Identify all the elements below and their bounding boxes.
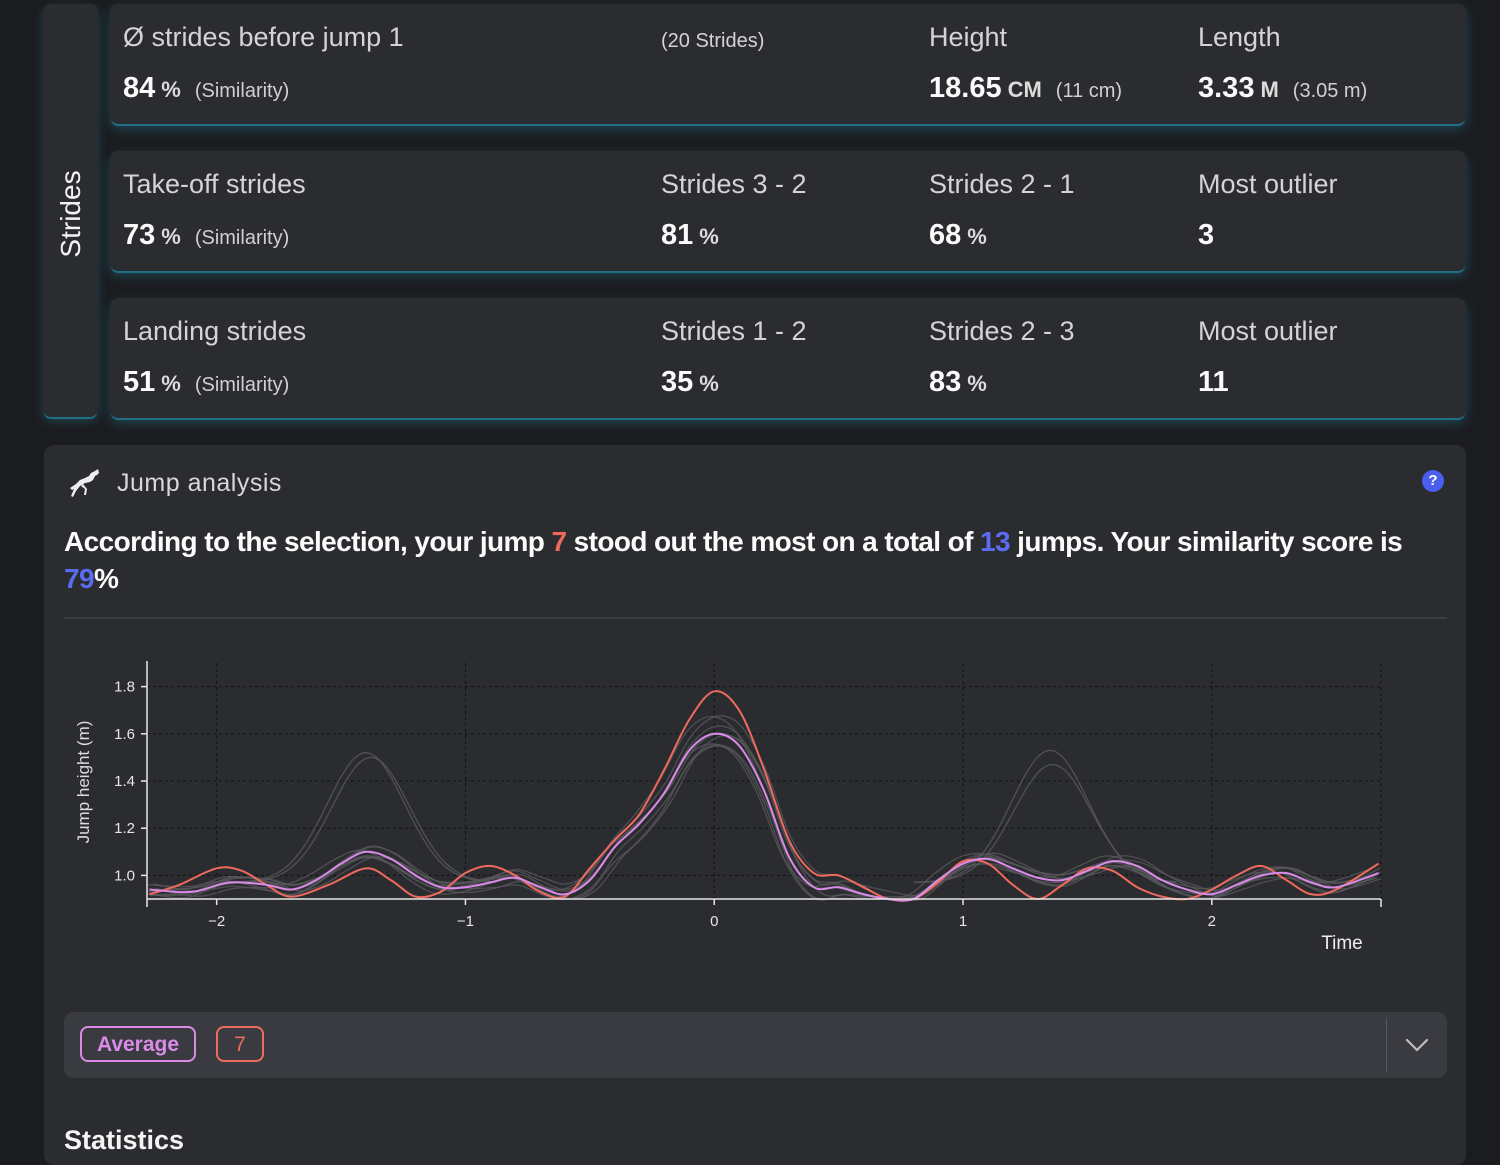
strides-side-label: Strides (54, 170, 86, 258)
x-axis-label: Time (1321, 933, 1363, 954)
takeoff-c3-number: 68 (929, 219, 962, 251)
background-jump-line (913, 749, 1175, 883)
percent-unit: % (967, 224, 987, 249)
similarity-headline: According to the selection, your jump 7 … (64, 523, 1444, 597)
length-number: 3.33 (1198, 72, 1255, 104)
strides-before-jump-card: Ø strides before jump 1 (20 Strides) Hei… (110, 4, 1466, 124)
background-jump-line (915, 763, 1178, 883)
y-tick-label: 1.4 (114, 773, 135, 790)
chevron-down-icon[interactable] (1404, 1032, 1430, 1058)
percent-unit: % (967, 371, 987, 396)
landing-c2-value: 35% (661, 366, 719, 399)
y-axis-label: Jump height (m) (74, 721, 93, 844)
selector-separator (1386, 1018, 1387, 1072)
jump-7-chip[interactable]: 7 (216, 1026, 264, 1062)
takeoff-c2-label: Strides 3 - 2 (661, 169, 807, 199)
similarity-score: 79 (64, 563, 95, 594)
y-tick-label: 1.2 (114, 820, 135, 837)
similarity-note: (Similarity) (194, 227, 290, 249)
background-jump-line (149, 725, 1379, 901)
height-unit: CM (1007, 77, 1042, 102)
landing-c3-value: 83% (929, 366, 987, 399)
x-tick-label: 2 (1208, 913, 1216, 930)
takeoff-c3-value: 68% (929, 219, 987, 252)
series-line-jump-7 (149, 690, 1380, 902)
jump-selector[interactable]: Average 7 (64, 1012, 1447, 1078)
statistics-heading: Statistics (64, 1125, 185, 1155)
landing-strides-card: Landing strides Strides 1 - 2 Strides 2 … (110, 298, 1466, 418)
x-tick-label: 0 (710, 913, 718, 930)
divider (64, 617, 1447, 619)
landing-c2-label: Strides 1 - 2 (661, 316, 807, 346)
strides-before-label: Ø strides before jump 1 (123, 22, 404, 52)
jump-height-chart: −2 −1 0 1 2 1.0 1.2 1.4 1.6 1.8 Time Jump height … (74, 661, 1382, 954)
takeoff-c3-label: Strides 2 - 1 (929, 169, 1075, 199)
horse-jump-icon (70, 469, 99, 497)
strides-count: (20 Strides) (661, 30, 765, 52)
height-label: Height (929, 22, 1008, 52)
outlier-jump-number: 7 (551, 526, 567, 557)
series-line-average (149, 732, 1379, 902)
similarity-note: (Similarity) (194, 374, 290, 396)
takeoff-c2-value: 81% (661, 219, 719, 252)
x-tick-label: −1 (457, 913, 474, 930)
x-tick-label: −2 (208, 913, 225, 930)
jump-analysis-title: Jump analysis (117, 469, 282, 497)
length-value: 3.33 M (3.05 m) (1198, 72, 1367, 105)
similarity-note: (Similarity) (194, 80, 290, 102)
height-number: 18.65 (929, 72, 1002, 104)
length-label: Length (1198, 22, 1281, 52)
percent-unit: % (161, 224, 181, 249)
takeoff-similarity: 73% (Similarity) (123, 219, 289, 252)
takeoff-strides-card: Take-off strides Strides 3 - 2 Strides 2… (110, 151, 1466, 271)
percent-unit: % (161, 77, 181, 102)
headline-text: jumps. Your similarity score is (1009, 526, 1403, 557)
percent-unit: % (699, 224, 719, 249)
y-tick-label: 1.8 (114, 679, 135, 696)
background-jump-lines (146, 715, 1382, 902)
background-jump-line (229, 752, 491, 883)
length-unit: M (1260, 77, 1279, 102)
percent-unit: % (699, 371, 719, 396)
takeoff-outlier-label: Most outlier (1198, 169, 1338, 199)
chart-axes: −2 −1 0 1 2 1.0 1.2 1.4 1.6 1.8 (114, 661, 1382, 930)
percent-unit: % (161, 371, 181, 396)
y-tick-label: 1.6 (114, 726, 135, 743)
landing-outlier-value: 11 (1198, 366, 1229, 398)
similarity-value: 84 (123, 72, 156, 104)
landing-c3-number: 83 (929, 366, 962, 398)
x-tick-label: 1 (959, 913, 967, 930)
takeoff-outlier-value: 3 (1198, 219, 1215, 251)
length-note: (3.05 m) (1292, 80, 1368, 102)
y-tick-label: 1.0 (114, 867, 135, 884)
landing-c3-label: Strides 2 - 3 (929, 316, 1075, 346)
landing-c2-number: 35 (661, 366, 694, 398)
headline-text: stood out the most on a total of (566, 526, 981, 557)
landing-value: 51 (123, 366, 156, 398)
background-jump-line (147, 745, 1378, 901)
height-note: (11 cm) (1055, 80, 1123, 102)
headline-text: % (93, 563, 119, 594)
background-jump-line (234, 756, 496, 883)
landing-similarity: 51% (Similarity) (123, 366, 289, 399)
takeoff-c2-number: 81 (661, 219, 694, 251)
headline-text: According to the selection, your jump (64, 526, 552, 557)
landing-label: Landing strides (123, 316, 307, 346)
height-value: 18.65 CM (11 cm) (929, 72, 1122, 105)
total-jumps: 13 (980, 526, 1011, 557)
chart-grid (147, 663, 1382, 899)
help-icon[interactable]: ? (1422, 470, 1444, 492)
landing-outlier-label: Most outlier (1198, 316, 1338, 346)
strides-before-similarity: 84% (Similarity) (123, 72, 289, 105)
series-lines (149, 690, 1380, 902)
takeoff-label: Take-off strides (123, 169, 306, 199)
strides-side-tab: Strides (43, 4, 98, 417)
takeoff-value: 73 (123, 219, 156, 251)
jump-analysis-panel: Jump analysis ? According to the selecti… (44, 445, 1466, 1165)
average-chip[interactable]: Average (80, 1026, 196, 1062)
